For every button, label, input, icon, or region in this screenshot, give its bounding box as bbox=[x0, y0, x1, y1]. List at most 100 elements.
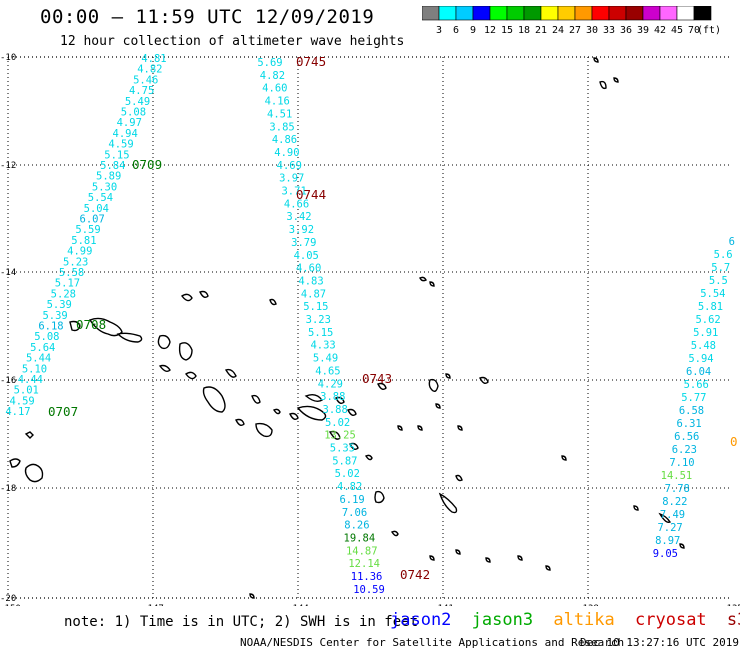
island bbox=[116, 332, 143, 343]
lat-tick-label: -14 bbox=[0, 268, 16, 278]
island bbox=[599, 80, 607, 90]
orbit-label: 0707 bbox=[48, 404, 78, 419]
wave-height-label: 4.66 bbox=[284, 198, 309, 210]
wave-height-label: 13.25 bbox=[324, 430, 356, 442]
wave-height-label: 4.51 bbox=[267, 108, 292, 120]
island bbox=[633, 505, 639, 511]
wave-height-label: 6 bbox=[729, 236, 735, 248]
lat-tick-label: -12 bbox=[0, 161, 16, 171]
map-frame bbox=[7, 56, 732, 599]
island bbox=[374, 490, 385, 504]
wave-height-label: 7.78 bbox=[665, 483, 690, 495]
wave-height-label: 5.81 bbox=[698, 301, 723, 313]
wave-height-label: 14.51 bbox=[661, 470, 693, 482]
island bbox=[335, 396, 345, 405]
wave-height-label: 5.58 bbox=[59, 267, 84, 279]
wave-height-label: 5.66 bbox=[684, 379, 709, 391]
islands bbox=[9, 57, 685, 599]
colorbar-tick: 18 bbox=[518, 25, 530, 36]
island bbox=[180, 293, 193, 302]
note-text: note: 1) Time is in UTC; 2) SWH is in fe… bbox=[64, 614, 419, 630]
wave-height-label: 7.27 bbox=[657, 522, 682, 534]
wave-height-label: 5.15 bbox=[104, 149, 129, 161]
wave-height-label: 5.91 bbox=[693, 327, 718, 339]
wave-height-label: 4.82 bbox=[137, 64, 162, 76]
partial-orbit-label: 0 bbox=[730, 434, 738, 449]
lat-tick-label: -20 bbox=[0, 594, 16, 604]
colorbar-unit: (ft) bbox=[697, 25, 721, 36]
wave-height-label: 9.05 bbox=[653, 548, 678, 560]
colorbar-tick: 33 bbox=[603, 25, 615, 36]
island bbox=[157, 334, 171, 350]
wave-height-label: 5.39 bbox=[42, 310, 67, 322]
island bbox=[397, 425, 403, 431]
colorbar-tick: 27 bbox=[569, 25, 581, 36]
island bbox=[455, 474, 463, 482]
wave-height-label: 5.28 bbox=[51, 288, 76, 300]
island bbox=[328, 430, 341, 440]
island bbox=[377, 382, 387, 391]
wave-height-label: 3.97 bbox=[279, 173, 304, 185]
colorbar-tick: 6 bbox=[453, 25, 459, 36]
wave-height-label: 6.58 bbox=[679, 405, 704, 417]
island bbox=[438, 492, 458, 514]
island bbox=[272, 408, 281, 415]
island bbox=[235, 418, 245, 427]
orbit-label: 0742 bbox=[400, 567, 430, 582]
island bbox=[455, 549, 461, 555]
island bbox=[390, 530, 399, 537]
wave-height-label: 5.08 bbox=[121, 107, 146, 119]
island bbox=[199, 290, 209, 299]
colorbar-tick: 21 bbox=[535, 25, 547, 36]
wave-height-label: 5.44 bbox=[26, 353, 51, 365]
graticule bbox=[8, 57, 732, 598]
orbit-label: 0745 bbox=[296, 54, 326, 69]
wave-height-label: 4.86 bbox=[272, 134, 297, 146]
wave-height-label: 6.04 bbox=[686, 366, 711, 378]
wave-height-label: 5.01 bbox=[14, 385, 39, 397]
lon-tick-label: -144 bbox=[287, 604, 309, 606]
colorbar-tick: 30 bbox=[586, 25, 598, 36]
island bbox=[9, 458, 21, 468]
wave-height-label: 4.97 bbox=[117, 117, 142, 129]
map-subtitle: 12 hour collection of altimeter wave hei… bbox=[60, 34, 405, 49]
orbit-label: 0709 bbox=[132, 157, 162, 172]
wave-height-label: 5.54 bbox=[700, 288, 725, 300]
orbit-label: 0743 bbox=[362, 371, 392, 386]
wave-height-label: 4.81 bbox=[141, 53, 166, 65]
wave-height-label: 5.54 bbox=[88, 192, 113, 204]
wave-height-label: 4.82 bbox=[260, 70, 285, 82]
wave-height-label: 3.85 bbox=[269, 121, 294, 133]
island bbox=[658, 512, 672, 524]
wave-height-label: 5.69 bbox=[257, 57, 282, 69]
satellite-legend: jason2 jason3 altika cryosat s3a bbox=[390, 610, 740, 630]
wave-height-label: 6.23 bbox=[672, 444, 697, 456]
wave-height-label: 6.56 bbox=[674, 431, 699, 443]
colorbar-legend: 3 6 9 12 15 18 21 24 27 30 33 36 39 42 45 70(ft) bbox=[422, 6, 721, 36]
island bbox=[347, 408, 357, 417]
wave-height-label: 19.84 bbox=[344, 532, 376, 544]
wave-height-label: 7.49 bbox=[660, 509, 685, 521]
wave-height-label: 7.06 bbox=[342, 507, 367, 519]
wave-height-label: 14.87 bbox=[346, 545, 378, 557]
wave-height-label: 8.26 bbox=[344, 520, 369, 532]
island bbox=[517, 555, 523, 561]
island bbox=[349, 442, 359, 451]
wave-height-label: 5.49 bbox=[125, 96, 150, 108]
legend-jason3: jason3 bbox=[471, 610, 534, 630]
wave-height-label: 6.31 bbox=[676, 418, 701, 430]
wave-height-label: 12.14 bbox=[348, 558, 380, 570]
wave-height-label: 4.59 bbox=[9, 395, 34, 407]
wave-height-label: 5.89 bbox=[96, 171, 121, 183]
island bbox=[24, 463, 44, 483]
island bbox=[178, 342, 193, 361]
island bbox=[429, 555, 435, 561]
wave-height-label: 4.99 bbox=[67, 246, 92, 258]
island bbox=[485, 557, 491, 563]
wave-height-label: 4.87 bbox=[301, 288, 326, 300]
wave-height-label: 5.64 bbox=[30, 342, 55, 354]
island bbox=[679, 543, 685, 549]
wave-height-label: 4.82 bbox=[337, 481, 362, 493]
island bbox=[296, 405, 327, 421]
wave-height-label: 8.97 bbox=[655, 535, 680, 547]
